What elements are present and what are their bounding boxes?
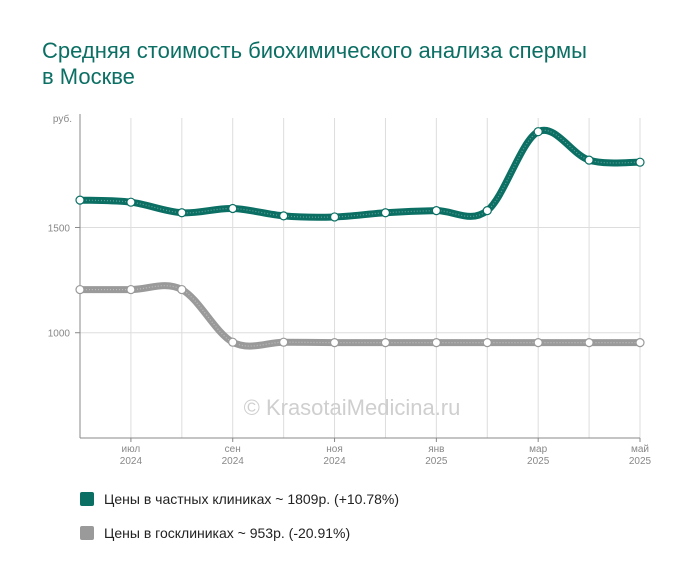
y-axis-unit-label: руб. bbox=[53, 113, 72, 125]
data-point-public bbox=[126, 284, 136, 295]
data-point-public bbox=[228, 337, 238, 347]
x-tick-label-year: 2025 bbox=[425, 456, 448, 467]
data-point-private bbox=[75, 195, 85, 205]
series-line-texture bbox=[79, 129, 641, 218]
legend-swatch-public bbox=[80, 526, 94, 540]
x-tick-label-month: сен bbox=[225, 444, 241, 455]
chart-title: Средняя стоимость биохимического анализа… bbox=[42, 38, 587, 89]
data-point-private bbox=[279, 211, 289, 221]
series-line-texture bbox=[80, 285, 640, 347]
legend-label-public: Цены в госклиниках ~ 953р. (-20.91%) bbox=[104, 525, 351, 541]
x-tick-label-month: май bbox=[631, 444, 649, 455]
x-tick-label-year: 2025 bbox=[527, 456, 550, 467]
legend-label-private: Цены в частных клиниках ~ 1809р. (+10.78… bbox=[104, 491, 400, 507]
data-point-public bbox=[380, 338, 391, 348]
data-point-private bbox=[228, 203, 238, 214]
legend-swatch-private bbox=[80, 492, 94, 506]
x-tick-label-month: мар bbox=[529, 444, 547, 455]
series-line-private bbox=[76, 126, 644, 221]
data-point-public bbox=[584, 338, 594, 348]
data-point-private bbox=[126, 197, 136, 207]
data-point-public bbox=[482, 338, 492, 348]
data-point-public bbox=[279, 337, 289, 347]
watermark: © KrasotaiMedicina.ru bbox=[244, 395, 461, 420]
x-tick-label-year: 2024 bbox=[323, 456, 346, 467]
data-point-public bbox=[533, 338, 543, 348]
series-line-public bbox=[76, 282, 644, 350]
data-point-private bbox=[533, 127, 543, 137]
data-point-private bbox=[635, 157, 645, 167]
data-point-private bbox=[431, 206, 441, 216]
x-tick-label-year: 2024 bbox=[120, 456, 143, 467]
x-tick-label-month: ноя bbox=[326, 444, 343, 455]
x-tick-label-month: июл bbox=[122, 444, 141, 455]
x-tick-label-year: 2024 bbox=[222, 456, 245, 467]
x-tick-label-year: 2025 bbox=[629, 456, 652, 467]
chart-legend: Цены в частных клиниках ~ 1809р. (+10.78… bbox=[80, 488, 640, 556]
data-point-private bbox=[380, 208, 391, 218]
data-point-private bbox=[584, 155, 594, 165]
y-tick-label: 1000 bbox=[48, 329, 71, 340]
legend-item-public[interactable]: Цены в госклиниках ~ 953р. (-20.91%) bbox=[80, 522, 640, 544]
data-point-public bbox=[75, 284, 85, 295]
data-point-public bbox=[177, 284, 187, 295]
y-tick-label: 1500 bbox=[48, 223, 71, 234]
legend-item-private[interactable]: Цены в частных клиниках ~ 1809р. (+10.78… bbox=[80, 488, 640, 510]
data-point-private bbox=[482, 206, 492, 216]
data-point-private bbox=[177, 208, 187, 218]
data-point-public bbox=[431, 338, 441, 348]
data-point-private bbox=[329, 212, 340, 222]
data-point-public bbox=[329, 338, 340, 348]
x-tick-label-month: янв bbox=[428, 444, 444, 455]
data-point-public bbox=[635, 338, 645, 348]
